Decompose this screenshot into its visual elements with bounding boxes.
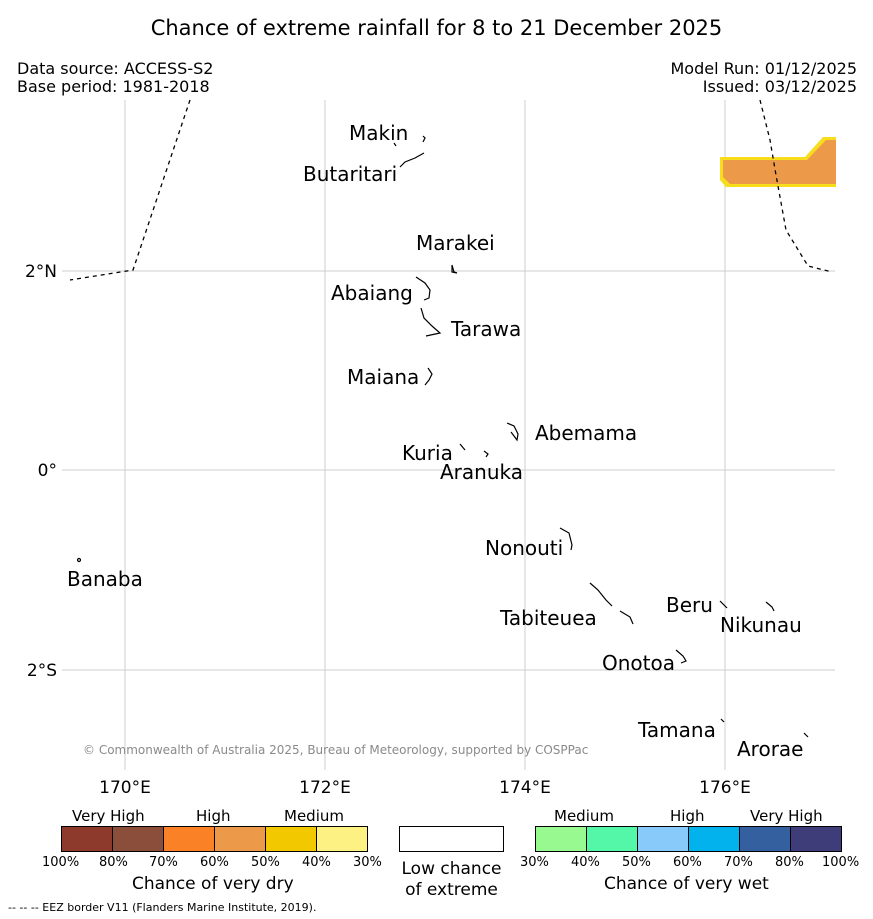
legend-wet-tick: 70% [724,855,753,870]
tarawa-outline [420,307,442,337]
model-run: Model Run: 01/12/2025 [670,59,858,78]
abemama-outline [506,422,519,442]
legend-wet-tick: 60% [673,855,702,870]
kuria-outline [459,443,466,451]
legend-wet-title: Chance of very wet [604,874,769,894]
legend-wet-cat-very-high: Very High [750,807,823,825]
map-canvas[interactable]: Makin Butaritari Marakei Abaiang Tarawa … [0,0,873,800]
marakei-outline [451,264,458,274]
axis-labels: 170°E 172°E 174°E 176°E 2°N 0° 2°S [25,262,751,798]
lon-tick-170e: 170°E [99,778,151,798]
legend-dry-tick: 30% [353,855,382,870]
data-info-left: Data source: ACCESS-S2 Base period: 1981… [17,60,213,96]
lon-tick-174e: 174°E [499,778,551,798]
legend-dry-tick: 50% [251,855,280,870]
makin-outline [422,135,426,143]
map-title: Chance of extreme rainfall for 8 to 21 D… [150,16,723,40]
eez-footnote: -- -- -- EEZ border V11 (Flanders Marine… [8,901,317,914]
lon-tick-176e: 176°E [699,778,751,798]
label-marakei: Marakei [416,231,495,255]
legend-dry-cat-high: High [196,807,231,825]
legend-wet-swatch [586,826,638,852]
maiana-outline [424,367,433,386]
legend-dry-swatch [214,826,266,852]
butaritari-outline [399,152,425,168]
label-tarawa: Tarawa [450,317,521,341]
label-beru: Beru [666,593,713,617]
legend-low-swatch [399,826,504,852]
label-aranuka: Aranuka [440,460,523,484]
legend-dry-cat-very-high: Very High [72,807,145,825]
legend-wet-tick: 30% [520,855,549,870]
legend-dry-tick: 70% [149,855,178,870]
legend-dry-swatch [61,826,113,852]
label-abaiang: Abaiang [331,281,413,305]
abaiang-outline [415,276,431,301]
eez-border-east [759,99,833,273]
graticule [62,100,835,770]
beru-outline [719,600,728,609]
label-tabiteuea: Tabiteuea [499,606,597,630]
legend-dry-tick: 60% [200,855,229,870]
label-nikunau: Nikunau [720,613,802,637]
label-onotoa: Onotoa [602,651,675,675]
label-butaritari: Butaritari [303,162,397,186]
legend-dry-title: Chance of very dry [132,874,294,894]
label-banaba: Banaba [67,567,143,591]
makin-islet-outline [393,142,397,147]
legend-dry-cat-medium: Medium [284,807,344,825]
legend-dry-swatch [316,826,368,852]
island-labels: Makin Butaritari Marakei Abaiang Tarawa … [67,121,803,761]
nikunau-outline [765,601,775,612]
data-source: Data source: ACCESS-S2 [17,59,214,78]
label-nonouti: Nonouti [485,536,563,560]
nonouti-outline [559,527,573,551]
label-maiana: Maiana [347,365,419,389]
issued-date: Issued: 03/12/2025 [702,77,857,96]
data-info-right: Model Run: 01/12/2025 Issued: 03/12/2025 [671,60,858,96]
label-arorae: Arorae [737,737,803,761]
banaba-outline [76,557,82,563]
label-makin: Makin [349,121,408,145]
lat-tick-2n: 2°N [25,262,57,282]
legend-dry-tick: 80% [99,855,128,870]
legend-wet-cat-medium: Medium [554,807,614,825]
base-period: Base period: 1981-2018 [17,77,210,96]
legend-wet-tick: 80% [775,855,804,870]
legend-low-line2: of extreme [405,880,498,900]
tabiteuea-south-outline [619,610,634,625]
onotoa-outline [675,649,687,664]
legend-dry-tick: 40% [302,855,331,870]
dry-high-area [723,140,836,184]
copyright-notice: © Commonwealth of Australia 2025, Bureau… [83,743,588,757]
eez-border-west [69,99,191,281]
legend-wet-swatch [790,826,842,852]
legend-wet-swatch [535,826,587,852]
label-abemama: Abemama [535,421,637,445]
arorae-outline [803,732,809,738]
legend-dry-swatch [265,826,317,852]
legend-dry-tick: 100% [42,855,80,870]
legend-wet-swatch [688,826,740,852]
tamana-outline [720,718,725,723]
legend-dry-swatch [163,826,215,852]
legend-wet-cat-high: High [670,807,705,825]
tabiteuea-north-outline [589,582,613,607]
dry-probability-region [720,137,836,187]
label-tamana: Tamana [637,718,716,742]
lon-tick-172e: 172°E [299,778,351,798]
eez-border [69,99,833,281]
lat-tick-2s: 2°S [27,661,57,681]
aranuka-outline [483,450,489,458]
legend-wet-tick: 50% [622,855,651,870]
legend-low-line1: Low chance [401,859,502,879]
legend-wet-tick: 40% [571,855,600,870]
island-outlines [76,135,809,738]
legend-wet-tick: 100% [822,855,860,870]
legend-wet-swatch [739,826,791,852]
legend-dry-swatch [112,826,164,852]
legend-wet-swatch [637,826,689,852]
lat-tick-0: 0° [38,461,57,481]
label-kuria: Kuria [402,441,453,465]
